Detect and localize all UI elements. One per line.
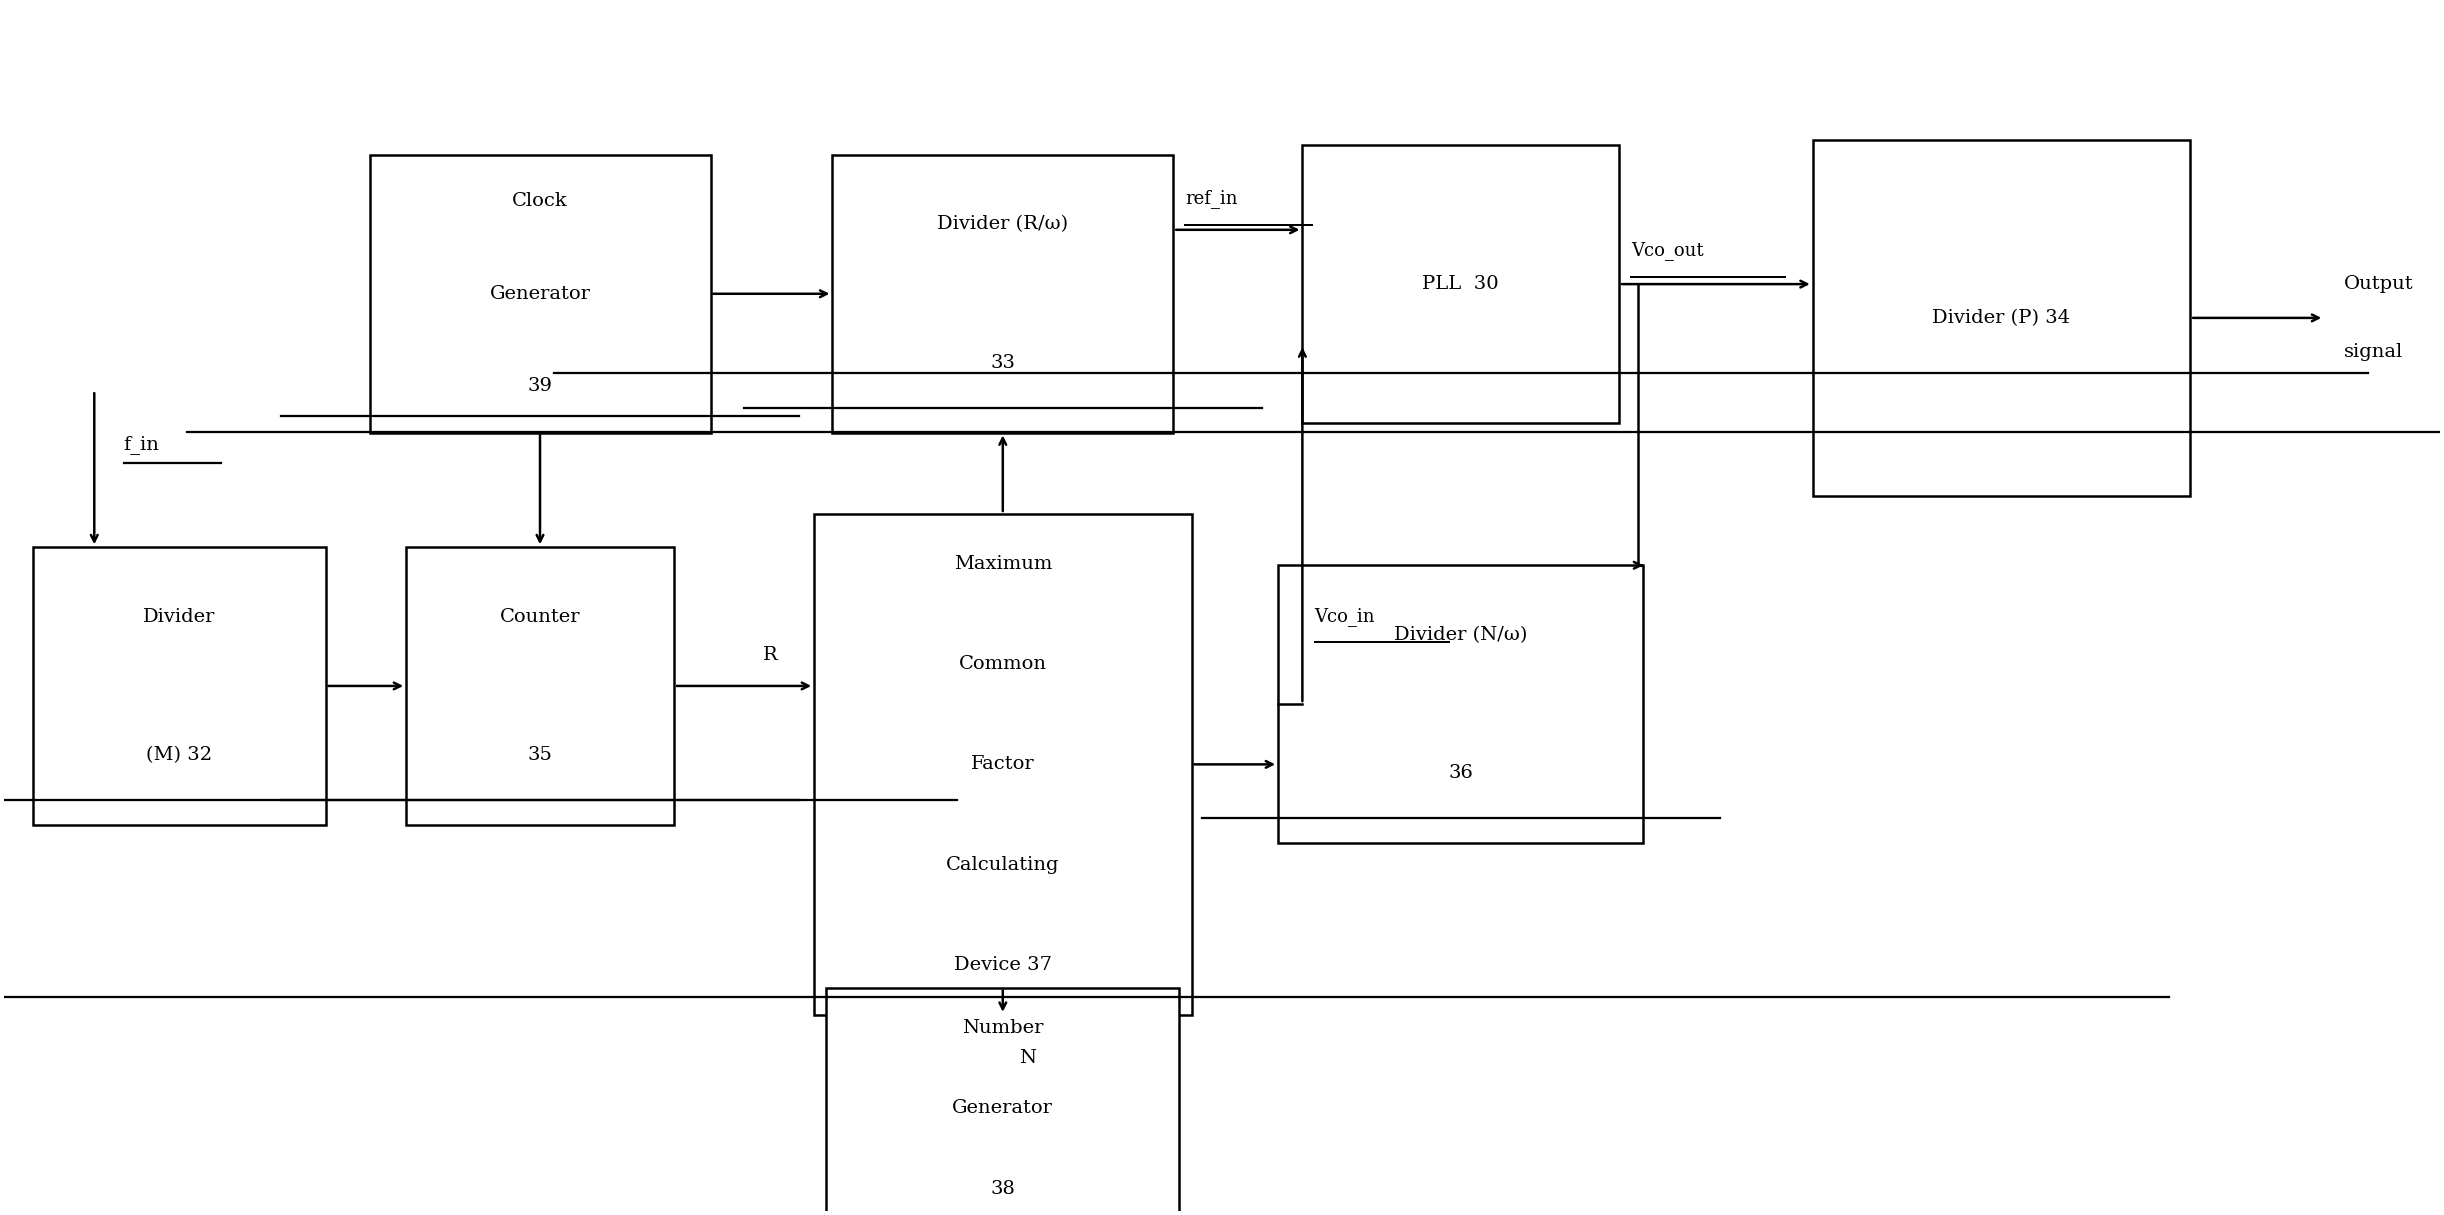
Text: Common: Common xyxy=(958,655,1046,673)
Text: Output: Output xyxy=(2344,275,2412,293)
Bar xyxy=(1278,565,1642,843)
Text: Divider: Divider xyxy=(144,608,215,626)
Text: 35: 35 xyxy=(528,746,552,764)
Text: Calculating: Calculating xyxy=(946,855,1061,874)
Text: Factor: Factor xyxy=(970,756,1034,774)
Text: 36: 36 xyxy=(1449,764,1474,782)
Bar xyxy=(833,156,1173,433)
Text: 39: 39 xyxy=(528,378,552,395)
Text: Generator: Generator xyxy=(953,1100,1053,1118)
Text: Divider (P) 34: Divider (P) 34 xyxy=(1933,309,2070,327)
Text: R: R xyxy=(763,646,777,665)
Text: Divider (N/ω): Divider (N/ω) xyxy=(1393,626,1528,644)
Bar xyxy=(34,547,325,825)
Bar xyxy=(406,547,675,825)
Text: Counter: Counter xyxy=(499,608,579,626)
Text: Vco_in: Vco_in xyxy=(1315,606,1376,626)
Text: Clock: Clock xyxy=(513,192,567,210)
Text: 33: 33 xyxy=(990,354,1014,372)
Text: Vco_out: Vco_out xyxy=(1630,241,1703,260)
Text: Generator: Generator xyxy=(489,284,591,303)
Text: PLL  30: PLL 30 xyxy=(1422,275,1498,293)
Text: N: N xyxy=(1019,1049,1036,1067)
Text: signal: signal xyxy=(2344,343,2402,361)
Bar xyxy=(1813,140,2190,496)
Text: Number: Number xyxy=(963,1019,1044,1036)
Text: Device 37: Device 37 xyxy=(953,956,1051,973)
Text: ref_in: ref_in xyxy=(1185,190,1239,208)
Text: f_in: f_in xyxy=(125,435,159,454)
Bar xyxy=(826,988,1180,1215)
Bar xyxy=(1303,146,1618,423)
Text: (M) 32: (M) 32 xyxy=(147,746,213,764)
Text: 38: 38 xyxy=(990,1180,1014,1198)
Text: Maximum: Maximum xyxy=(953,555,1051,573)
Bar xyxy=(814,514,1193,1015)
Bar xyxy=(369,156,711,433)
Text: Divider (R/ω): Divider (R/ω) xyxy=(936,215,1068,233)
